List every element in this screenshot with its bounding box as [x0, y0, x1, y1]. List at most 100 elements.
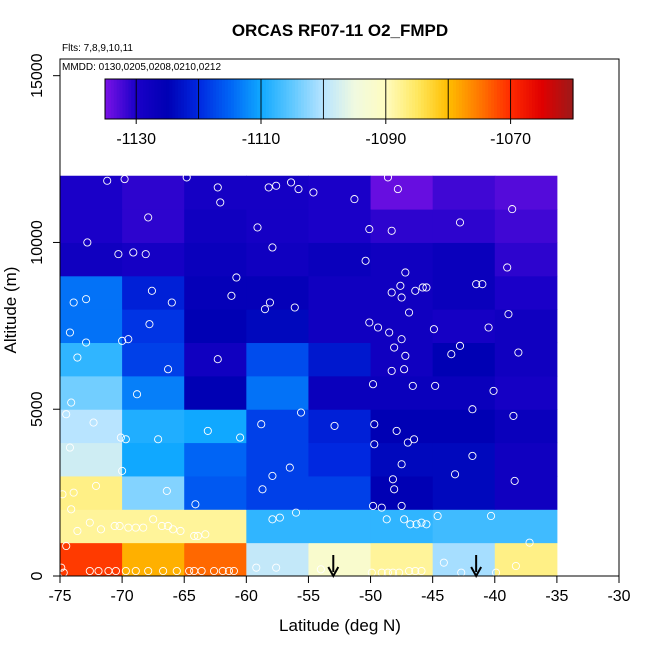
data-point — [145, 320, 154, 329]
colorbar-swatch — [526, 79, 530, 119]
heatmap-cell — [60, 375, 123, 410]
colorbar-swatch — [140, 79, 144, 119]
colorbar-swatch — [391, 79, 396, 119]
colorbar-swatch — [467, 79, 472, 119]
colorbar-swatch — [552, 79, 557, 119]
data-point — [159, 566, 168, 576]
heatmap-cell — [184, 375, 247, 410]
colorbar-swatch — [353, 79, 358, 119]
colorbar-swatch — [204, 79, 208, 119]
data-point — [417, 566, 426, 576]
data-point — [129, 248, 138, 257]
data-point — [396, 281, 405, 290]
data-point — [390, 343, 399, 352]
data-point — [132, 390, 142, 399]
heatmap-cell — [370, 442, 434, 477]
data-point — [182, 173, 191, 182]
data-point — [172, 566, 181, 576]
colorbar-swatch — [564, 79, 568, 119]
heatmap-cell — [122, 542, 185, 577]
heatmap-cell — [370, 309, 434, 344]
colorbar-swatch — [453, 79, 457, 119]
colorbar-swatch — [318, 79, 323, 119]
colorbar-swatch — [201, 79, 206, 119]
data-point — [265, 298, 274, 307]
colorbar-swatch — [262, 79, 267, 119]
heatmap-cell — [370, 209, 434, 243]
colorbar-swatch — [163, 79, 168, 119]
heatmap-cell — [60, 475, 123, 510]
data-point — [455, 218, 465, 227]
data-point — [397, 501, 406, 511]
colorbar-swatch — [207, 79, 211, 119]
data-point — [62, 410, 71, 419]
heatmap-cell — [122, 342, 185, 377]
data-point — [433, 511, 442, 521]
data-point — [390, 485, 399, 494]
colorbar-frame — [104, 78, 574, 120]
data-point — [154, 435, 163, 444]
data-point — [57, 563, 66, 572]
colorbar-swatch — [482, 79, 486, 119]
colorbar-swatch — [555, 79, 559, 119]
colorbar-swatch — [306, 79, 311, 119]
x-tick-label: -65 — [173, 588, 196, 605]
colorbar-swatch — [151, 79, 156, 119]
colorbar-swatch — [359, 79, 363, 119]
colorbar-swatch — [491, 79, 495, 119]
colorbar-swatch — [333, 79, 337, 119]
data-point — [115, 521, 124, 531]
colorbar-swatch — [181, 79, 185, 119]
colorbar-swatch — [178, 79, 182, 119]
data-point — [124, 335, 133, 344]
heatmap-cell — [308, 209, 372, 243]
heatmap-cell — [432, 375, 496, 410]
data-point — [62, 541, 71, 551]
data-point — [260, 305, 270, 314]
colorbar-swatch — [110, 79, 115, 119]
colorbar-swatch — [567, 79, 571, 119]
data-point — [387, 226, 396, 235]
data-point — [422, 520, 431, 529]
data-point — [82, 338, 91, 347]
colorbar-swatch — [271, 79, 276, 119]
colorbar-swatch — [450, 79, 454, 119]
heatmap-cell — [246, 209, 309, 243]
colorbar-swatch — [257, 79, 261, 119]
colorbar-swatch — [505, 79, 510, 119]
heatmap-cell — [184, 242, 247, 277]
data-point — [455, 341, 465, 350]
data-point — [191, 500, 200, 509]
data-point — [236, 433, 245, 442]
data-point — [162, 486, 171, 495]
colorbar-swatch — [529, 79, 533, 119]
data-point — [401, 351, 410, 360]
colorbar-swatch — [312, 79, 317, 119]
heatmap-cell — [122, 242, 185, 277]
colorbar-swatch — [300, 79, 305, 119]
plot-area — [57, 173, 558, 579]
x-tick-label: -45 — [421, 588, 444, 605]
heatmap-cell — [60, 275, 123, 310]
colorbar-swatch — [303, 79, 308, 119]
heatmap-cell — [246, 475, 309, 510]
colorbar-swatch — [125, 79, 129, 119]
data-point — [406, 520, 415, 529]
data-point — [253, 223, 262, 232]
colorbar-swatch — [494, 79, 498, 119]
data-point — [511, 561, 520, 571]
heatmap-cell — [432, 509, 496, 544]
colorbar-swatch — [189, 79, 194, 119]
heatmap-cell — [308, 442, 372, 477]
colorbar-swatch — [517, 79, 521, 119]
data-point — [368, 501, 378, 511]
colorbar-swatch — [254, 79, 258, 119]
data-point — [224, 566, 233, 576]
data-point — [478, 280, 487, 289]
data-point — [121, 566, 130, 576]
heatmap-cell — [370, 342, 434, 377]
colorbar-swatch — [339, 79, 343, 119]
data-point — [114, 250, 123, 259]
heatmap-cell — [184, 542, 247, 577]
